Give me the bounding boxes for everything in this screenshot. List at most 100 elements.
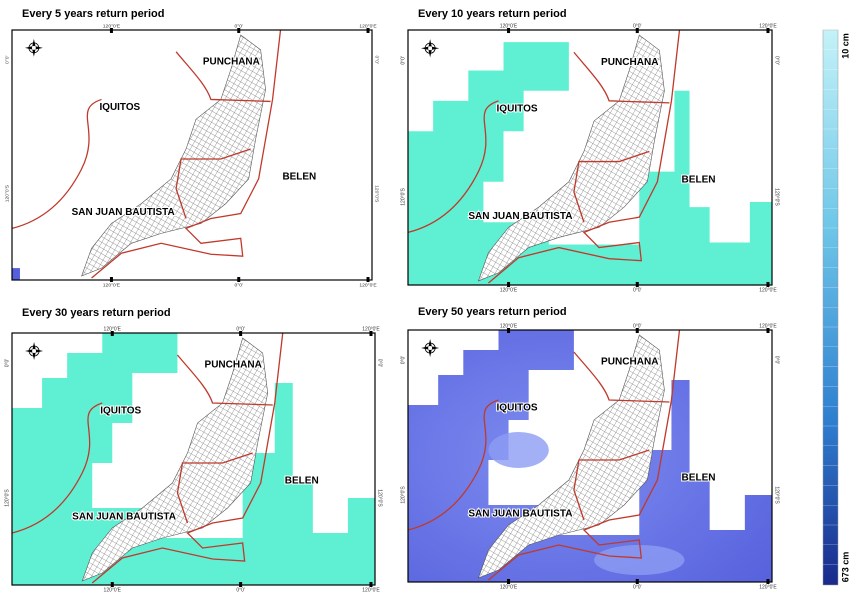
color-bar [822,29,839,586]
tick [766,328,770,333]
panel-title: Every 10 years return period [418,8,567,20]
tick [366,277,370,282]
place-label: BELEN [282,171,316,182]
tick [239,582,243,587]
map-border [11,29,373,281]
coord-label: 0°0' [400,356,406,365]
coord-label: 120°0'S [400,486,406,504]
place-label: IQUITOS [496,403,537,414]
coord-label: 120°0'E [759,287,777,293]
coord-label: 120°0'E [759,23,777,29]
coord-label: 120°0'E [759,584,777,590]
coord-label: 0°0' [774,356,780,365]
compass [25,342,44,360]
tick [507,579,511,584]
tick [766,281,770,288]
river [407,329,681,581]
river [11,332,284,584]
river [11,29,282,279]
city [477,34,665,282]
coord-label: 120°0'E [500,287,518,293]
map-border [407,329,773,583]
tick [507,328,511,333]
place-label: SAN JUAN BAUTISTA [72,207,175,218]
coord-label: 0°0' [377,359,383,368]
coord-label: 120°0'E [362,326,380,332]
coord-label: 120°0'S [377,489,383,507]
tick [635,27,639,34]
compass-rose [421,39,440,58]
place-label: SAN JUAN BAUTISTA [72,512,176,523]
flood-area [408,42,772,286]
place-label: PUNCHANA [601,57,659,68]
coord-label: 0°0' [235,282,244,288]
place-label: PUNCHANA [203,56,260,67]
map-panel: PUNCHANA IQUITOS BELEN SAN JUAN BAUTISTA 120… [4,326,382,593]
flood-shallow [488,432,549,468]
map-border [11,332,376,586]
place-label: BELEN [682,473,716,484]
place-label: PUNCHANA [601,357,658,368]
coord-label: 0°0' [4,359,10,368]
tick [635,281,639,288]
tick [239,331,243,336]
coord-label: 0°0' [400,56,406,65]
panel-title: Every 5 years return period [22,8,164,20]
tick [635,328,639,333]
map-panel: PUNCHANA IQUITOS BELEN SAN JUAN BAUTISTA 120… [400,23,779,293]
coord-label: 120°0'E [759,323,777,329]
flood-area [408,330,772,582]
map-border [407,29,773,286]
map-panel: PUNCHANA IQUITOS BELEN SAN JUAN BAUTISTA 120… [4,23,379,288]
panel-title: Every 50 years return period [418,306,567,318]
tick [507,27,511,34]
coord-label: 120°0'E [104,587,122,593]
coord-label: 120°0'E [500,23,518,29]
coord-label: 0°0' [4,55,10,63]
coord-label: 0°0' [236,587,245,593]
coord-label: 120°0'S [4,489,10,507]
place-label: IQUITOS [100,406,141,417]
coord-label: 0°0' [235,23,244,29]
compass-rose [24,38,43,57]
compass [24,38,43,57]
coord-label: 120°0'S [374,185,380,203]
coord-label: 0°0' [774,56,780,65]
coord-label: 0°0' [633,23,642,29]
river [407,29,681,284]
tick [110,582,114,587]
coord-label: 120°0'E [103,23,121,29]
place-label: PUNCHANA [205,360,262,371]
coord-label: 0°0' [374,56,380,64]
tick [366,28,370,33]
coord-label: 120°0'E [500,584,518,590]
legend-label: 10 cm [840,33,850,59]
city [81,337,269,582]
place-label: BELEN [285,476,319,487]
coord-label: 120°0'E [359,23,377,29]
coord-label: 120°0'S [4,184,10,202]
flood-area [12,268,20,280]
compass-rose [25,342,44,360]
coord-label: 120°0'E [362,587,380,593]
compass [421,339,440,357]
tick [766,579,770,584]
place-label: IQUITOS [100,102,141,113]
coord-label: 0°0' [633,287,642,293]
city [81,34,266,277]
coord-label: 120°0'S [774,486,780,504]
coord-label: 0°0' [236,326,245,332]
legend-label: 673 cm [840,552,850,583]
tick [766,27,770,34]
flood-shallow [594,545,685,575]
coord-label: 120°0'S [400,188,406,206]
coord-label: 0°0' [633,584,642,590]
tick [507,281,511,288]
city [477,334,665,579]
coord-label: 120°0'E [103,282,121,288]
tick [237,28,241,33]
tick [369,331,373,336]
place-label: IQUITOS [496,104,537,115]
compass-rose [421,339,440,357]
